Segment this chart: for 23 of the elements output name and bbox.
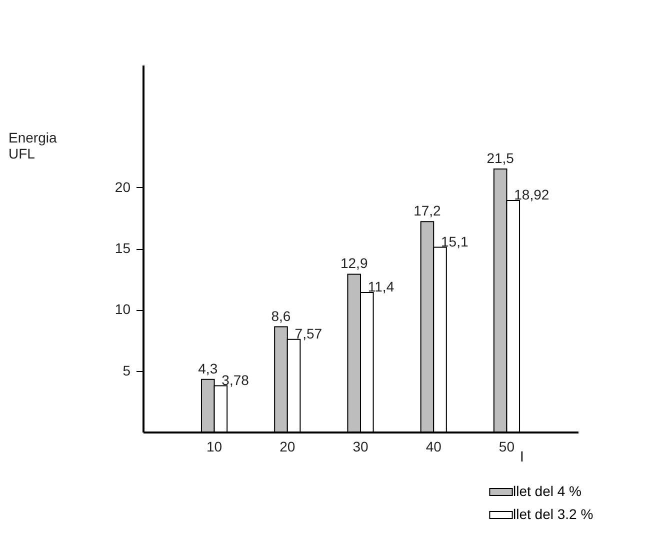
data-label: 12,9 bbox=[340, 255, 368, 272]
x-tick-label: 10 bbox=[206, 438, 222, 454]
y-axis-title: Energia UFL bbox=[8, 130, 57, 162]
data-label: 15,1 bbox=[441, 233, 468, 250]
data-label: 11,4 bbox=[368, 278, 394, 295]
data-label: 21,5 bbox=[486, 150, 514, 166]
data-label: 17,2 bbox=[414, 202, 442, 219]
y-tick-label: 15 bbox=[114, 240, 131, 256]
data-label: 18,92 bbox=[514, 186, 550, 203]
x-tick-label: 50 bbox=[498, 438, 515, 454]
data-label: 7,57 bbox=[294, 325, 322, 342]
x-axis-title: l bbox=[520, 448, 524, 464]
data-label: 8,6 bbox=[271, 308, 291, 324]
x-tick-label: 20 bbox=[280, 438, 296, 454]
y-tick-label: 10 bbox=[114, 301, 131, 318]
data-label: 4,3 bbox=[198, 360, 218, 376]
data-label: 3,78 bbox=[222, 372, 250, 388]
y-tick-label: 5 bbox=[122, 362, 131, 378]
y-tick-label: 20 bbox=[114, 178, 131, 195]
x-tick-label: 40 bbox=[426, 438, 442, 454]
legend-label: llet del 3.2 % bbox=[513, 506, 594, 522]
x-tick-label: 30 bbox=[352, 438, 368, 454]
legend-label: llet del 4 % bbox=[513, 483, 582, 499]
